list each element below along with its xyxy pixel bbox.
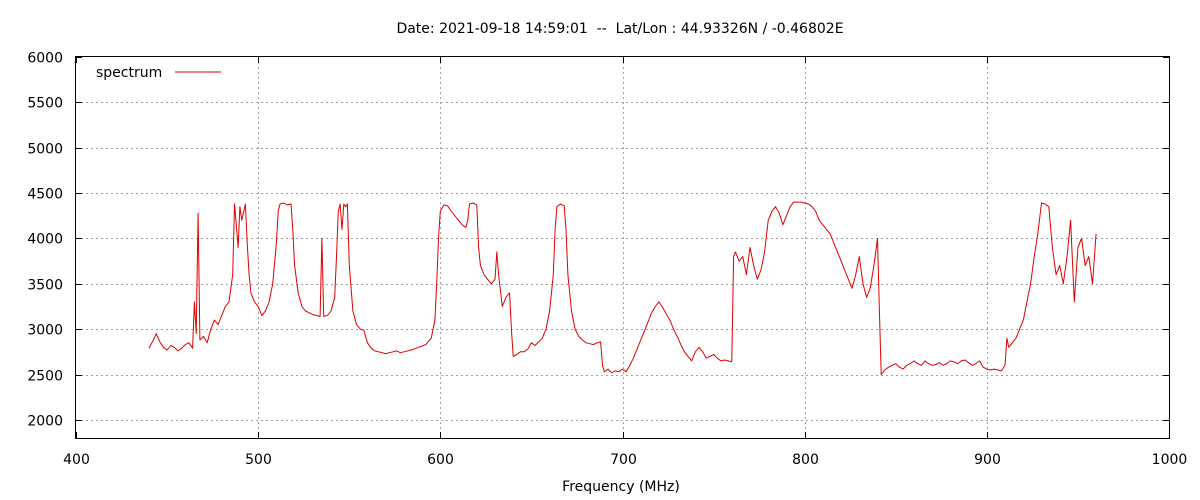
tick-layer: 2000 2500 3000 3500 4000 4500 5000 5500 6000 400 5… <box>27 51 1187 469</box>
x-tick-label: 900 <box>974 452 1001 468</box>
x-tick-label: 500 <box>245 452 272 468</box>
data-layer <box>148 201 1097 375</box>
y-tick-label: 3000 <box>27 323 63 339</box>
y-tick-label: 3500 <box>27 278 63 294</box>
x-tick-label: 1000 <box>1152 452 1188 468</box>
grid-layer <box>76 57 1169 438</box>
y-tick-label: 6000 <box>27 51 63 67</box>
y-tick-label: 5000 <box>27 142 63 158</box>
y-tick-label: 2000 <box>27 414 63 430</box>
y-tick-label: 2500 <box>27 369 63 385</box>
x-tick-label: 600 <box>427 452 454 468</box>
legend: spectrum <box>96 65 221 81</box>
spectrum-series-line <box>148 201 1097 375</box>
chart-title: Date: 2021-09-18 14:59:01 -- Lat/Lon : 4… <box>396 21 843 37</box>
x-tick-label: 400 <box>63 452 90 468</box>
y-tick-label: 4500 <box>27 187 63 203</box>
y-tick-label: 4000 <box>27 232 63 248</box>
y-tick-label: 5500 <box>27 96 63 112</box>
x-tick-label: 800 <box>792 452 819 468</box>
x-tick-label: 700 <box>610 452 637 468</box>
x-axis-label: Frequency (MHz) <box>562 479 680 495</box>
plot-frame <box>75 56 1170 439</box>
legend-label: spectrum <box>96 65 162 81</box>
